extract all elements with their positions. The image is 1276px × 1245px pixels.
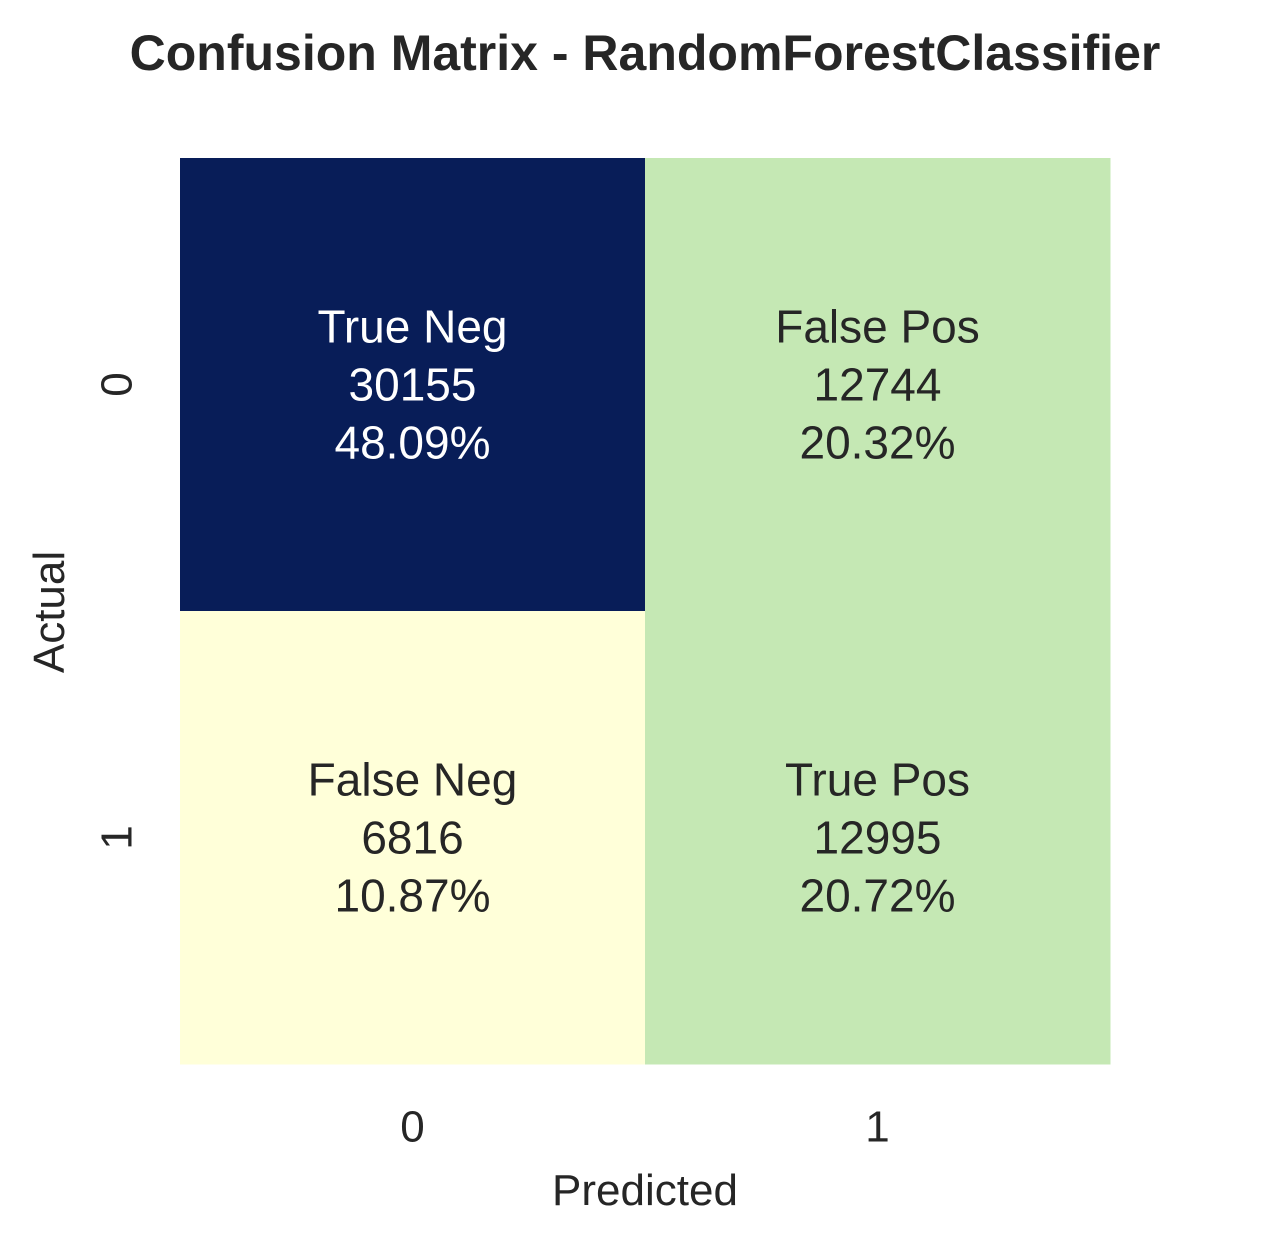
y-tick-label: 1	[93, 825, 142, 849]
cell-label: True Pos	[785, 754, 970, 806]
cell-count: 30155	[349, 359, 477, 411]
cell-count: 6816	[361, 812, 463, 864]
heatmap-cells: True Neg 30155 48.09% False Pos 12744 20.32% F…	[180, 158, 1111, 1065]
cell-label: False Pos	[775, 301, 980, 353]
x-tick-label: 0	[400, 1103, 424, 1152]
chart-title: Confusion Matrix - RandomForestClassifie…	[130, 25, 1161, 81]
heatmap-cell	[645, 158, 1111, 612]
x-axis-label: Predicted	[552, 1166, 738, 1215]
cell-percent: 20.32%	[799, 417, 955, 469]
heatmap-cell	[645, 611, 1111, 1065]
x-tick-label: 1	[865, 1103, 889, 1152]
cell-count: 12744	[814, 359, 942, 411]
cell-count: 12995	[814, 812, 942, 864]
heatmap-cell	[180, 611, 646, 1065]
cell-percent: 10.87%	[334, 870, 490, 922]
heatmap-cell	[180, 158, 646, 612]
cell-label: False Neg	[308, 754, 518, 806]
cell-percent: 48.09%	[334, 417, 490, 469]
y-axis-label: Actual	[25, 551, 74, 673]
cell-percent: 20.72%	[799, 870, 955, 922]
axis-ticks: 0 1 0 1	[93, 372, 890, 1151]
cell-label: True Neg	[317, 301, 507, 353]
y-tick-label: 0	[93, 372, 142, 396]
